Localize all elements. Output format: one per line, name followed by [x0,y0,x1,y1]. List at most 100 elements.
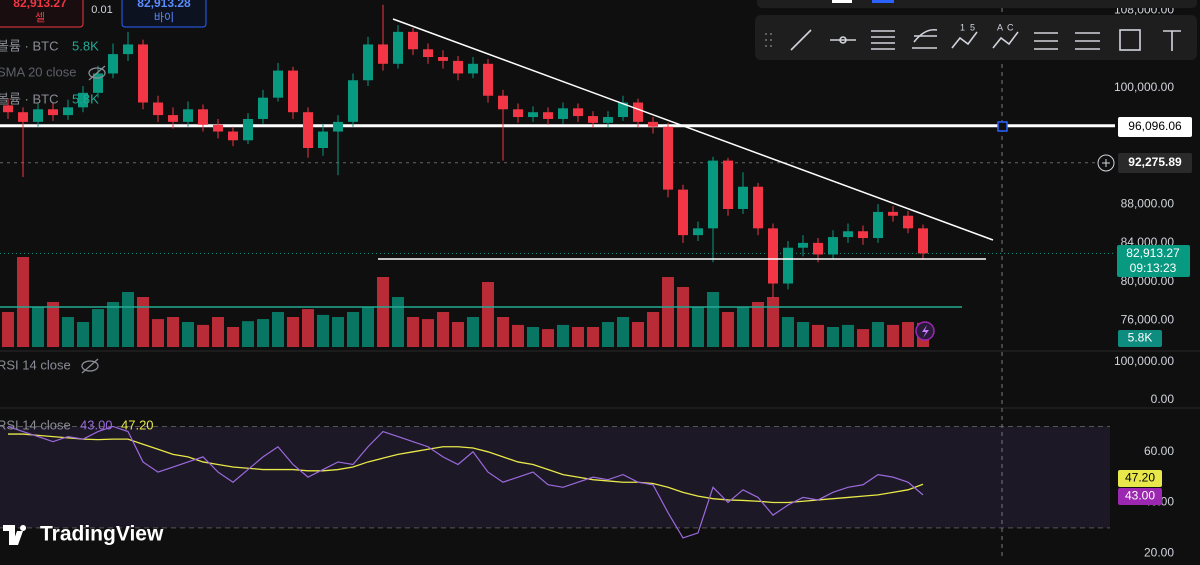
candle-body [498,95,508,110]
legend-sma[interactable]: SMA 20 close [0,64,77,79]
volume-bar [872,322,884,347]
last-price-tag [1117,245,1190,277]
candles [2,4,929,539]
volume-bar [512,324,524,347]
candle-body [528,112,538,118]
volume-bar [197,324,209,347]
alert-icon-glyph [922,325,929,338]
toolbar-swatch[interactable] [872,0,894,3]
candle-body [828,237,838,255]
volume-bar [497,317,509,347]
volume-bar [227,327,239,347]
legend-volume-value: 5.8K [72,91,99,106]
candle-body [588,116,598,123]
candle-body [783,247,793,284]
volume-bar [482,282,494,347]
volume-bar [437,312,449,347]
legend-rsi-hidden[interactable]: RSI 14 close [0,357,71,372]
candle-body [138,44,148,103]
svg-text:A: A [997,22,1003,32]
candle-body [603,117,613,123]
volume-bar [272,312,284,347]
volume-bar [812,324,824,347]
rsi-ma-tag-label: 47.20 [1125,471,1155,485]
volume-bar [857,329,869,347]
candle-body [723,160,733,209]
logo-text: TradingView [40,523,164,546]
volume-bar [842,324,854,347]
volume-bar [692,307,704,347]
candle-body [303,112,313,149]
volume-bar [677,287,689,347]
volume-bar [527,327,539,347]
y-tick-label: 80,000.00 [1121,274,1175,288]
rsi-band [0,426,1110,528]
svg-text:5: 5 [970,22,975,32]
candle-body [63,107,73,116]
volume-bar [767,297,779,347]
candle-body [243,118,253,141]
candle-body [123,44,133,55]
candle-body [453,60,463,74]
y-tick-label: 100,000.00 [1114,80,1174,94]
candle-body [393,31,403,64]
logo: TradingView [3,523,164,546]
add-button[interactable] [1097,154,1115,172]
volume-bar [662,277,674,347]
rsi-tag-label: 43.00 [1125,489,1155,503]
sell-label: 셀 [35,11,45,24]
candle-body [918,228,928,254]
line-handle[interactable] [997,121,1008,132]
volume-bar [572,327,584,347]
legend-volume[interactable]: 볼륨 · BTC [0,38,58,53]
candle-body [18,112,28,122]
candle-body [843,231,853,238]
candle-body [273,70,283,98]
candle-body [753,186,763,229]
volume-bar [137,297,149,347]
rsi-ma-tag [1118,470,1162,487]
volume-bar [422,319,434,347]
volume-bar [602,322,614,347]
volume-bar [182,322,194,347]
candle-body [633,102,643,122]
volume-bar [557,324,569,347]
volume-bar [47,302,59,347]
candle-body [3,105,13,113]
volume-bar [587,327,599,347]
candle-body [543,112,553,119]
hidden-icon[interactable] [81,358,99,374]
svg-text:C: C [1007,22,1014,32]
volume-bar [92,309,104,347]
candle-body [708,160,718,229]
price-line-tag [1118,117,1192,137]
trend-line[interactable] [392,18,994,241]
volume-bar [167,317,179,347]
y-tick-label: 88,000.00 [1121,196,1175,210]
spread: 0.01 [91,4,112,16]
volume-bar [887,324,899,347]
volume-bar [212,317,224,347]
rsi-ma-line [8,433,924,504]
sell-button[interactable] [0,0,84,28]
legend-volume[interactable]: 볼륨 · BTC [0,91,58,106]
volume-bar [632,322,644,347]
buy-button[interactable] [121,0,207,28]
candle-body [288,70,298,113]
svg-text:1: 1 [960,22,965,32]
candle-body [618,102,628,118]
candle-body [348,80,358,122]
toolbar-swatch[interactable] [832,0,852,3]
volume-tag-label: 5.8K [1128,331,1153,345]
y-tick-label: 60.00 [1144,444,1174,458]
candle-body [513,109,523,118]
legend-rsi[interactable]: RSI 14 close [0,417,71,432]
volume-bar [707,292,719,347]
candle-body [573,108,583,117]
y-tick-label: 76,000.00 [1121,312,1175,326]
volume-bar [122,292,134,347]
hidden-icon[interactable] [88,65,106,81]
